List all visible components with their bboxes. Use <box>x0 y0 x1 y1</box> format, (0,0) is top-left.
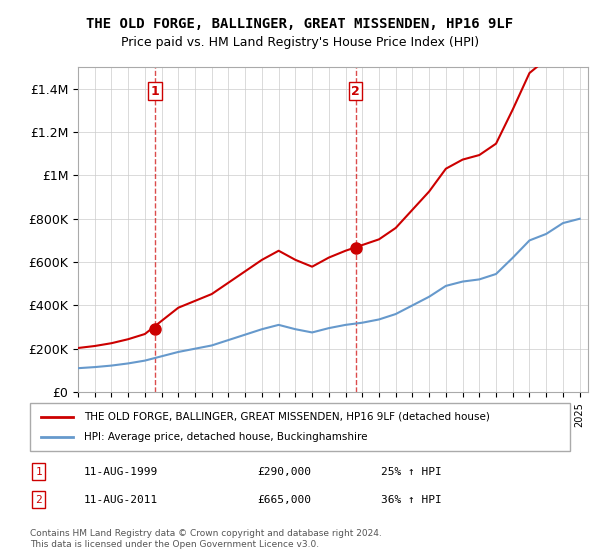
Text: THE OLD FORGE, BALLINGER, GREAT MISSENDEN, HP16 9LF: THE OLD FORGE, BALLINGER, GREAT MISSENDE… <box>86 17 514 31</box>
Text: 2: 2 <box>35 495 42 505</box>
Text: 36% ↑ HPI: 36% ↑ HPI <box>381 495 442 505</box>
Text: Price paid vs. HM Land Registry's House Price Index (HPI): Price paid vs. HM Land Registry's House … <box>121 36 479 49</box>
Text: 2: 2 <box>351 85 360 97</box>
Text: 25% ↑ HPI: 25% ↑ HPI <box>381 467 442 477</box>
FancyBboxPatch shape <box>30 403 570 451</box>
Text: £665,000: £665,000 <box>257 495 311 505</box>
Text: 1: 1 <box>35 467 42 477</box>
Text: 1: 1 <box>151 85 159 97</box>
Text: 11-AUG-2011: 11-AUG-2011 <box>84 495 158 505</box>
Text: 11-AUG-1999: 11-AUG-1999 <box>84 467 158 477</box>
Text: Contains HM Land Registry data © Crown copyright and database right 2024.
This d: Contains HM Land Registry data © Crown c… <box>30 529 382 549</box>
Text: HPI: Average price, detached house, Buckinghamshire: HPI: Average price, detached house, Buck… <box>84 432 367 442</box>
Text: £290,000: £290,000 <box>257 467 311 477</box>
Text: THE OLD FORGE, BALLINGER, GREAT MISSENDEN, HP16 9LF (detached house): THE OLD FORGE, BALLINGER, GREAT MISSENDE… <box>84 412 490 422</box>
